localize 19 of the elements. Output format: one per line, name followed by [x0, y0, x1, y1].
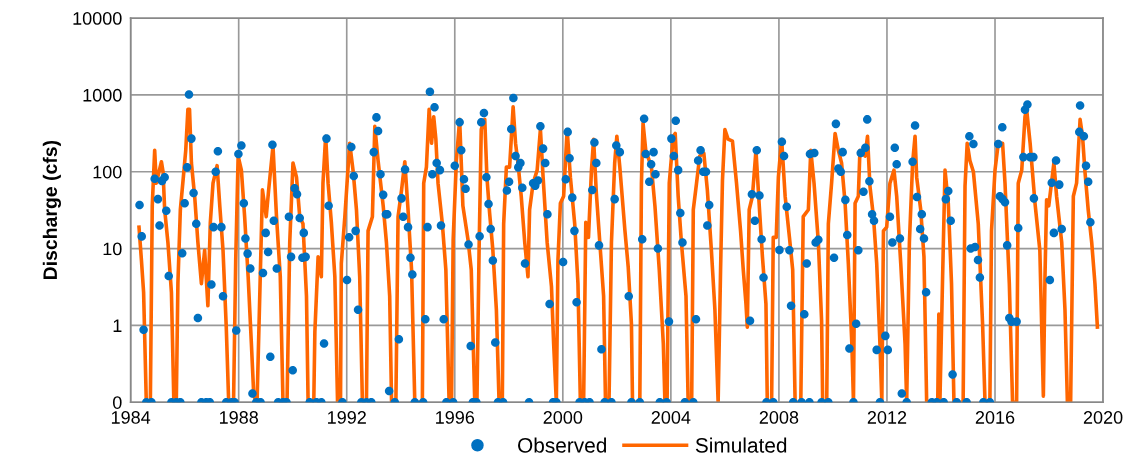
y-tick-label: 0 [112, 396, 122, 409]
x-tick-label: 2012 [867, 411, 907, 424]
y-tick-label: 10000 [73, 12, 122, 25]
y-tick-label: 100 [93, 165, 122, 179]
x-tick-label: 1992 [328, 411, 366, 424]
y-tick-label: 10 [103, 242, 122, 256]
x-tick-label: 1984 [111, 411, 151, 424]
legend-label: Simulated [695, 437, 787, 453]
x-tick-label: 2016 [975, 411, 1015, 424]
y-tick-label: 1000 [83, 88, 122, 102]
x-tick-label: 2000 [543, 411, 583, 424]
y-tick-label: 1 [113, 319, 122, 332]
x-tick-label: 1996 [436, 411, 475, 424]
y-axis-title: Discharge (cfs) [42, 140, 61, 280]
x-tick-label: 2008 [759, 411, 799, 424]
x-tick-label: 2004 [651, 411, 691, 424]
x-tick-label: 2020 [1083, 411, 1123, 424]
legend-label: Observed [518, 437, 607, 453]
x-tick-label: 1988 [219, 411, 258, 424]
